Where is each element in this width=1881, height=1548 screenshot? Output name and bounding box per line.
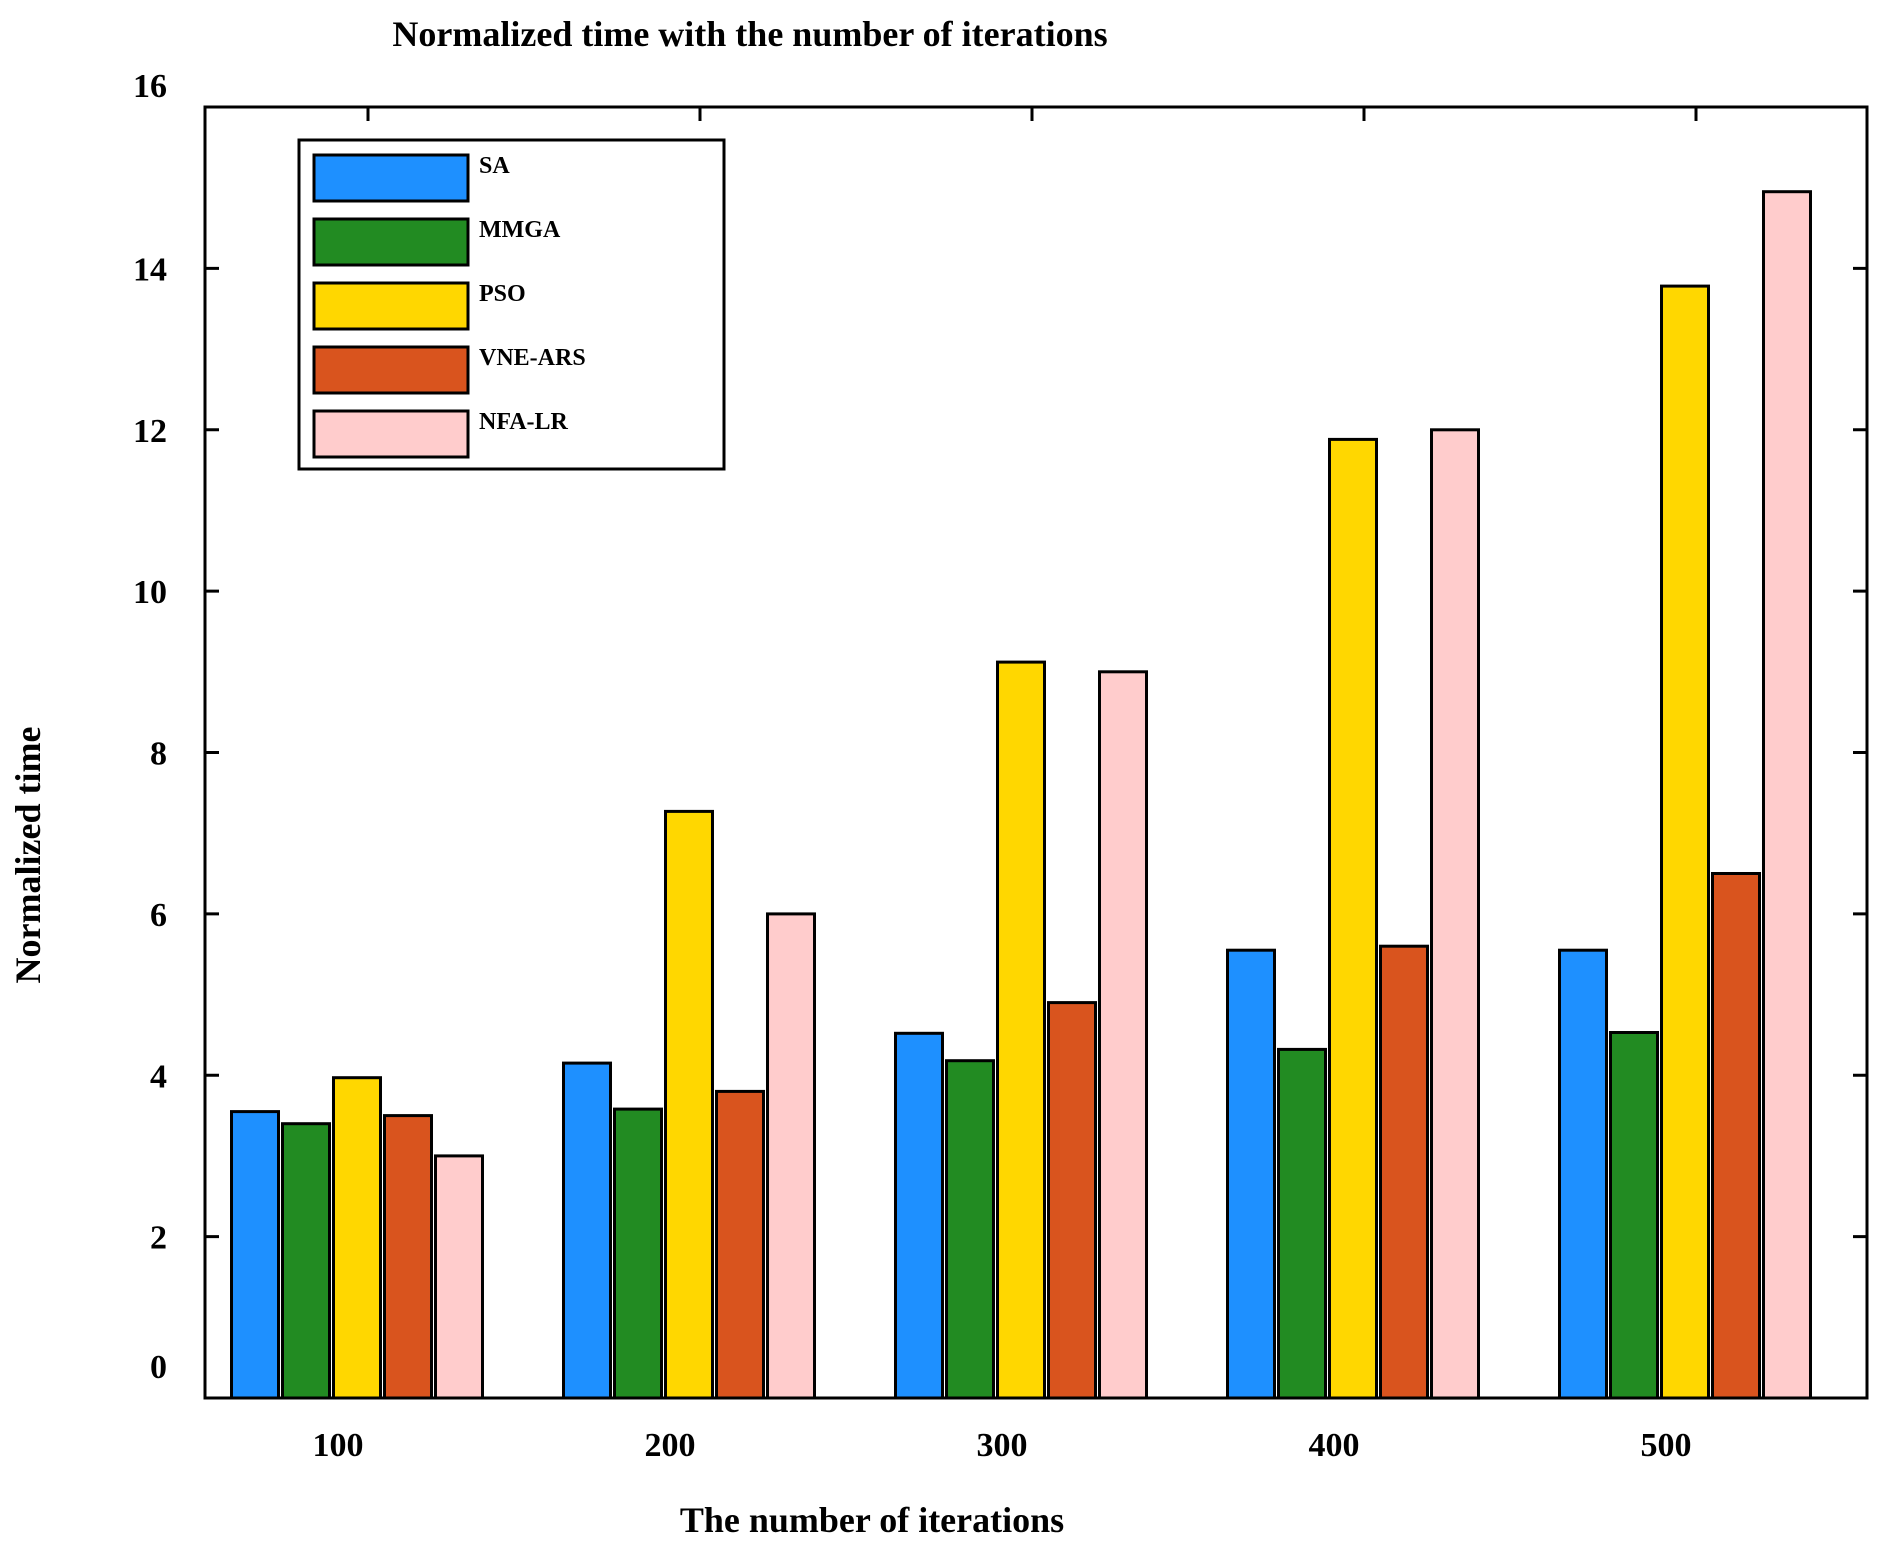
x-tick-label-300: 300: [977, 1427, 1028, 1464]
bar-nfa-lr-100: [434, 1154, 484, 1400]
bar-mmga-500: [1609, 1031, 1659, 1400]
legend-label-pso: PSO: [479, 281, 526, 307]
bar-vne-ars-200: [715, 1089, 765, 1400]
bar-sa-100: [230, 1110, 280, 1400]
legend-swatch-mmga: [312, 217, 470, 267]
bar-pso-300: [996, 660, 1046, 1400]
bar-sa-200: [562, 1061, 612, 1400]
x-tick-label-200: 200: [645, 1427, 696, 1464]
legend-label-vne-ars: VNE-ARS: [479, 345, 586, 371]
chart-title: Normalized time with the number of itera…: [392, 14, 1107, 54]
y-tick-label: 12: [133, 413, 167, 450]
bar-mmga-400: [1277, 1047, 1327, 1400]
bar-mmga-300: [945, 1059, 995, 1400]
y-tick-label: 10: [133, 574, 167, 611]
legend-swatch-pso: [312, 281, 470, 331]
bars-group: [230, 190, 1812, 1400]
y-tick-label: 6: [150, 897, 167, 934]
legend-swatch-vne-ars: [312, 345, 470, 395]
y-tick-label: 4: [150, 1058, 167, 1095]
bar-vne-ars-100: [383, 1114, 433, 1400]
x-tick-label-500: 500: [1641, 1427, 1692, 1464]
bar-sa-300: [894, 1031, 944, 1400]
legend-label-sa: SA: [479, 153, 510, 179]
bar-nfa-lr-300: [1098, 670, 1148, 1400]
legend: SA MMGA PSO VNE-ARS NFA-LR: [297, 138, 726, 471]
bar-sa-500: [1558, 948, 1608, 1400]
y-tick-label: 0: [150, 1349, 167, 1386]
legend-swatch-nfa-lr: [312, 409, 470, 459]
x-tick-label-100: 100: [313, 1427, 364, 1464]
x-tick-label-400: 400: [1309, 1427, 1360, 1464]
bar-pso-200: [664, 809, 714, 1400]
bar-pso-400: [1328, 437, 1378, 1400]
bar-nfa-lr-400: [1430, 428, 1480, 1400]
legend-swatch-sa: [312, 153, 470, 203]
bar-nfa-lr-500: [1762, 190, 1812, 1400]
x-axis-label: The number of iterations: [680, 1500, 1064, 1540]
bar-nfa-lr-200: [766, 912, 816, 1400]
axis-ticks: 0 2 4 6 8 10 12 14 16 100 200 300 400 500: [133, 68, 1867, 1464]
y-tick-label: 2: [150, 1220, 167, 1257]
bar-pso-100: [332, 1076, 382, 1400]
y-tick-label: 16: [133, 68, 167, 105]
y-axis-label: Normalized time: [8, 727, 48, 984]
bar-vne-ars-400: [1379, 944, 1429, 1400]
y-tick-label: 8: [150, 736, 167, 773]
bar-vne-ars-300: [1047, 1001, 1097, 1400]
y-tick-label: 14: [133, 251, 167, 288]
legend-label-mmga: MMGA: [479, 217, 561, 243]
bar-pso-500: [1660, 284, 1710, 1400]
bar-mmga-200: [613, 1107, 663, 1400]
bar-vne-ars-500: [1711, 872, 1761, 1400]
bar-mmga-100: [281, 1122, 331, 1400]
bar-sa-400: [1226, 948, 1276, 1400]
legend-label-nfa-lr: NFA-LR: [479, 409, 569, 435]
